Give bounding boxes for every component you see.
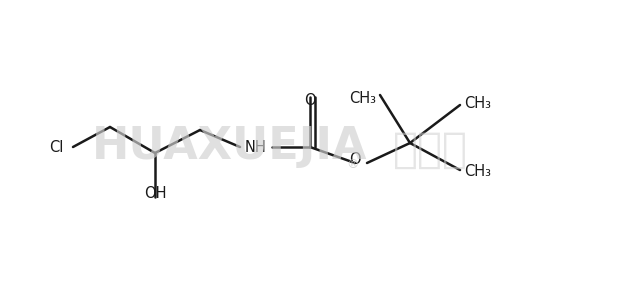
Text: O: O xyxy=(349,152,361,167)
Text: CH₃: CH₃ xyxy=(464,95,491,110)
Text: 化学加: 化学加 xyxy=(392,129,467,171)
Text: ®: ® xyxy=(346,159,358,171)
Text: CH₃: CH₃ xyxy=(349,91,376,106)
Text: CH₃: CH₃ xyxy=(464,164,491,180)
Text: NH: NH xyxy=(245,139,267,155)
Text: OH: OH xyxy=(144,186,167,201)
Text: HUAXUEJIA: HUAXUEJIA xyxy=(92,125,368,168)
Text: Cl: Cl xyxy=(49,139,63,155)
Text: O: O xyxy=(304,93,316,108)
